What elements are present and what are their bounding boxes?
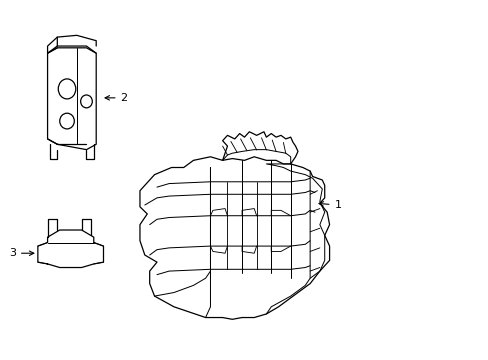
Text: 1: 1 xyxy=(318,200,341,210)
Text: 3: 3 xyxy=(9,248,34,258)
Text: 2: 2 xyxy=(105,93,127,103)
